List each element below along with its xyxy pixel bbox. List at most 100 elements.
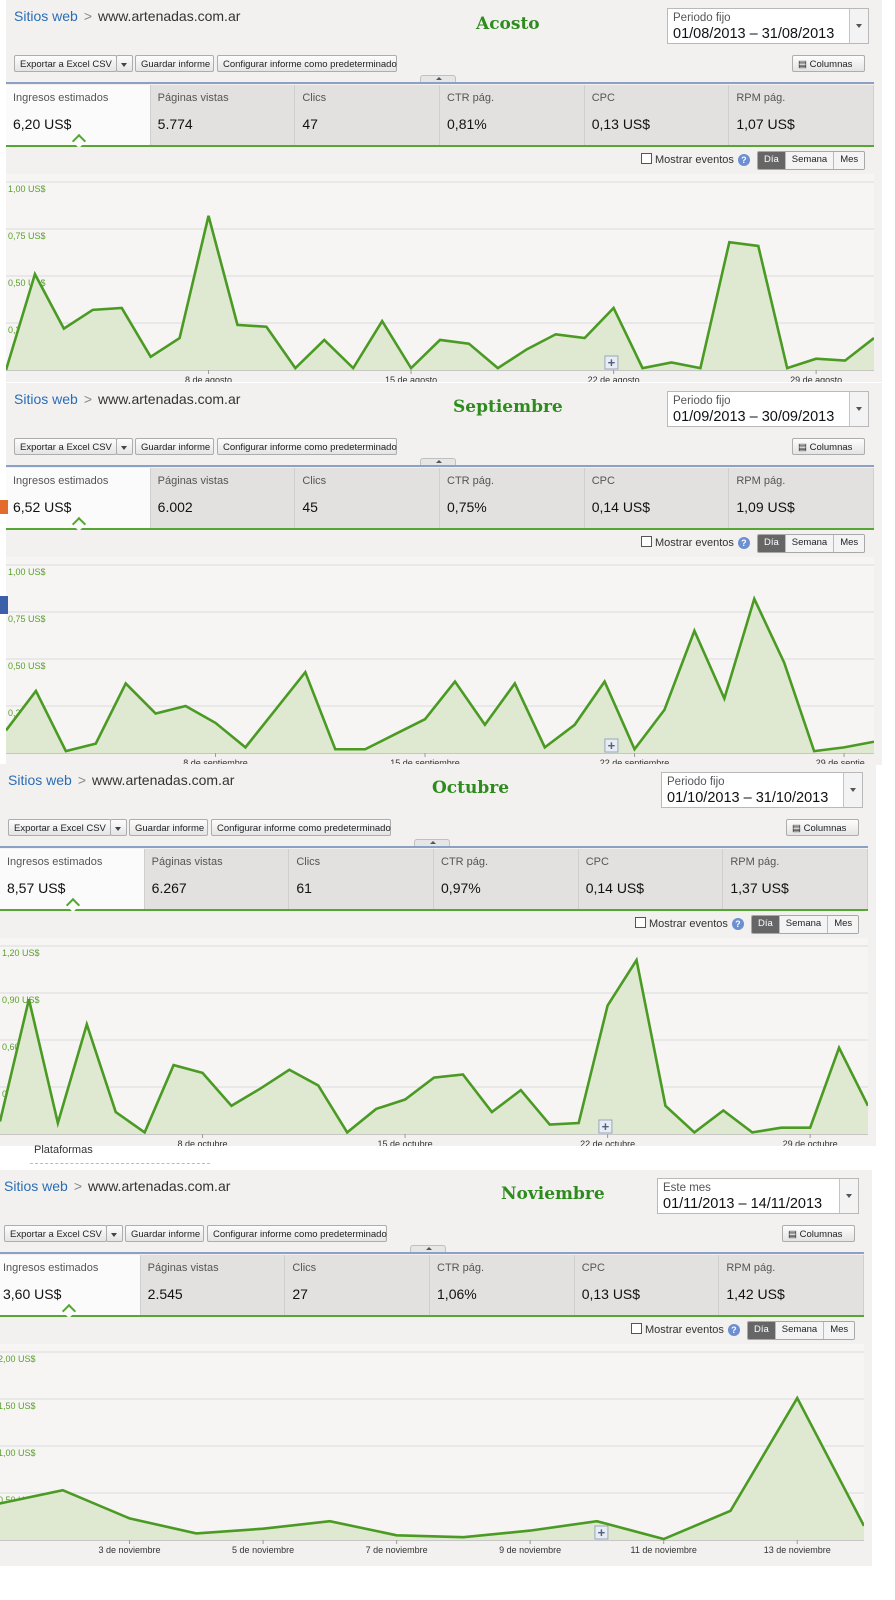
report-panel: Sitios web > www.artenadas.com.ar Septiembr… — [6, 383, 882, 765]
columns-button[interactable]: ▤ Columnas — [786, 819, 859, 836]
metric-tab[interactable]: Ingresos estimados 3,60 US$ — [0, 1255, 141, 1315]
x-tick-label: 8 de septiembre — [183, 758, 248, 765]
export-dropdown-icon[interactable] — [116, 55, 133, 72]
period-selector[interactable]: Periodo fijo 01/09/2013 – 30/09/2013 — [667, 391, 869, 427]
granularity-week-button[interactable]: Semana — [784, 535, 834, 552]
export-dropdown-icon[interactable] — [116, 438, 133, 455]
metric-tab[interactable]: RPM pág. 1,37 US$ — [723, 849, 869, 909]
show-events-checkbox[interactable] — [635, 917, 646, 928]
metric-tab[interactable]: Páginas vistas 6.002 — [151, 468, 296, 528]
export-excel-button[interactable]: Exportar a Excel CSV — [14, 438, 117, 455]
granularity-day-button[interactable]: Día — [758, 535, 785, 552]
x-tick-label: 7 de noviembre — [366, 1545, 428, 1555]
metric-tab[interactable]: CTR pág. 1,06% — [430, 1255, 575, 1315]
set-default-report-button[interactable]: Configurar informe como predeterminado — [207, 1225, 387, 1242]
granularity-day-button[interactable]: Día — [752, 916, 779, 933]
metric-tab[interactable]: CTR pág. 0,97% — [434, 849, 579, 909]
period-dropdown-icon[interactable] — [849, 9, 868, 43]
set-default-report-button[interactable]: Configurar informe como predeterminado — [217, 438, 397, 455]
show-events-checkbox[interactable] — [641, 153, 652, 164]
metric-tab[interactable]: CPC 0,13 US$ — [585, 85, 730, 145]
granularity-month-button[interactable]: Mes — [827, 916, 859, 933]
show-events-toggle[interactable]: Mostrar eventos? — [641, 536, 750, 549]
metric-tab[interactable]: RPM pág. 1,07 US$ — [729, 85, 875, 145]
y-tick-label: 0,50 US$ — [8, 661, 46, 671]
columns-button[interactable]: ▤ Columnas — [782, 1225, 855, 1242]
save-report-button[interactable]: Guardar informe — [135, 438, 214, 455]
period-selector[interactable]: Periodo fijo 01/08/2013 – 31/08/2013 — [667, 8, 869, 44]
add-annotation-icon[interactable] — [604, 355, 619, 370]
collapse-toggle-icon[interactable] — [414, 839, 450, 847]
help-icon[interactable]: ? — [727, 1324, 740, 1336]
save-report-button[interactable]: Guardar informe — [129, 819, 208, 836]
breadcrumb-link-sitios-web[interactable]: Sitios web — [4, 1178, 68, 1194]
add-annotation-icon[interactable] — [598, 1119, 613, 1134]
metric-tab[interactable]: Clics 45 — [295, 468, 441, 528]
export-excel-button[interactable]: Exportar a Excel CSV — [14, 55, 117, 72]
metric-label: Ingresos estimados — [7, 856, 103, 868]
show-events-toggle[interactable]: Mostrar eventos? — [641, 153, 750, 166]
granularity-month-button[interactable]: Mes — [833, 152, 865, 169]
metric-tab[interactable]: CTR pág. 0,75% — [440, 468, 585, 528]
period-dropdown-icon[interactable] — [839, 1179, 858, 1213]
help-icon[interactable]: ? — [737, 537, 750, 549]
metric-value: 1,09 US$ — [736, 499, 795, 515]
metric-tab[interactable]: Clics 61 — [289, 849, 435, 909]
collapse-toggle-icon[interactable] — [420, 75, 456, 83]
metric-tab[interactable]: Ingresos estimados 8,57 US$ — [0, 849, 145, 909]
granularity-week-button[interactable]: Semana — [784, 152, 834, 169]
export-dropdown-icon[interactable] — [106, 1225, 123, 1242]
metric-tab[interactable]: Clics 47 — [295, 85, 441, 145]
granularity-day-button[interactable]: Día — [758, 152, 785, 169]
period-selector[interactable]: Este mes 01/11/2013 – 14/11/2013 — [657, 1178, 859, 1214]
save-report-button[interactable]: Guardar informe — [125, 1225, 204, 1242]
granularity-month-button[interactable]: Mes — [833, 535, 865, 552]
help-icon[interactable]: ? — [737, 154, 750, 166]
granularity-week-button[interactable]: Semana — [778, 916, 828, 933]
granularity-month-button[interactable]: Mes — [823, 1322, 855, 1339]
export-excel-button[interactable]: Exportar a Excel CSV — [4, 1225, 107, 1242]
metric-tab[interactable]: Páginas vistas 5.774 — [151, 85, 296, 145]
set-default-report-button[interactable]: Configurar informe como predeterminado — [211, 819, 391, 836]
show-events-checkbox[interactable] — [641, 536, 652, 547]
metric-tab[interactable]: CPC 0,14 US$ — [585, 468, 730, 528]
show-events-toggle[interactable]: Mostrar eventos? — [631, 1323, 740, 1336]
add-annotation-icon[interactable] — [594, 1525, 609, 1540]
set-default-report-button[interactable]: Configurar informe como predeterminado — [217, 55, 397, 72]
series-area — [0, 1398, 864, 1540]
save-report-button[interactable]: Guardar informe — [135, 55, 214, 72]
metric-tab[interactable]: CTR pág. 0,81% — [440, 85, 585, 145]
add-annotation-glyph: + — [608, 355, 616, 370]
columns-button[interactable]: ▤ Columnas — [792, 438, 865, 455]
month-title: Septiembre — [453, 397, 563, 417]
collapse-toggle-icon[interactable] — [420, 458, 456, 466]
metric-tab[interactable]: CPC 0,13 US$ — [575, 1255, 720, 1315]
period-dropdown-icon[interactable] — [849, 392, 868, 426]
metric-tab[interactable]: RPM pág. 1,09 US$ — [729, 468, 875, 528]
export-dropdown-icon[interactable] — [110, 819, 127, 836]
granularity-day-button[interactable]: Día — [748, 1322, 775, 1339]
collapse-toggle-icon[interactable] — [410, 1245, 446, 1253]
metric-tab[interactable]: RPM pág. 1,42 US$ — [719, 1255, 865, 1315]
x-tick-label: 22 de octubre — [580, 1139, 635, 1146]
metric-tab[interactable]: Páginas vistas 2.545 — [141, 1255, 286, 1315]
breadcrumb-link-sitios-web[interactable]: Sitios web — [14, 8, 78, 24]
export-excel-button[interactable]: Exportar a Excel CSV — [8, 819, 111, 836]
metric-tab[interactable]: Clics 27 — [285, 1255, 431, 1315]
metric-tab[interactable]: CPC 0,14 US$ — [579, 849, 724, 909]
period-dropdown-icon[interactable] — [843, 773, 862, 807]
period-selector[interactable]: Periodo fijo 01/10/2013 – 31/10/2013 — [661, 772, 863, 808]
add-annotation-icon[interactable] — [604, 738, 619, 753]
y-tick-label: 2,00 US$ — [0, 1354, 36, 1364]
help-icon[interactable]: ? — [731, 918, 744, 930]
metric-tab[interactable]: Ingresos estimados 6,20 US$ — [6, 85, 151, 145]
sidebar-item-plataformas[interactable]: Plataformas — [34, 1144, 93, 1156]
metric-tab[interactable]: Ingresos estimados 6,52 US$ — [6, 468, 151, 528]
columns-button[interactable]: ▤ Columnas — [792, 55, 865, 72]
breadcrumb-link-sitios-web[interactable]: Sitios web — [8, 772, 72, 788]
show-events-checkbox[interactable] — [631, 1323, 642, 1334]
breadcrumb-link-sitios-web[interactable]: Sitios web — [14, 391, 78, 407]
metric-tab[interactable]: Páginas vistas 6.267 — [145, 849, 290, 909]
granularity-week-button[interactable]: Semana — [774, 1322, 824, 1339]
show-events-toggle[interactable]: Mostrar eventos? — [635, 917, 744, 930]
